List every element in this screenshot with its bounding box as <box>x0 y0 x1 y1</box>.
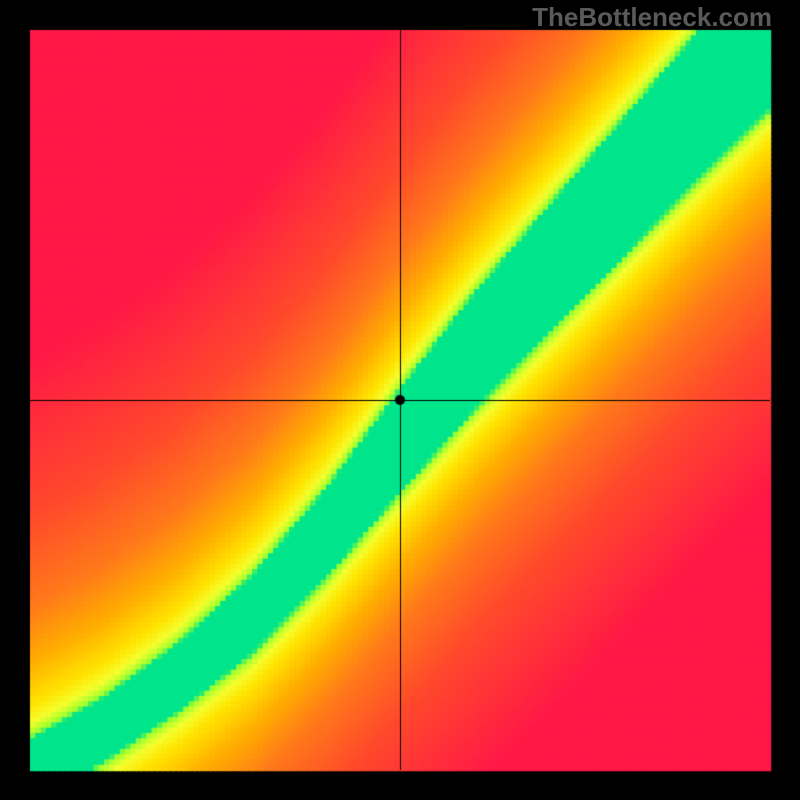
watermark-text: TheBottleneck.com <box>532 2 772 33</box>
chart-container: TheBottleneck.com <box>0 0 800 800</box>
heatmap-canvas <box>0 0 800 800</box>
